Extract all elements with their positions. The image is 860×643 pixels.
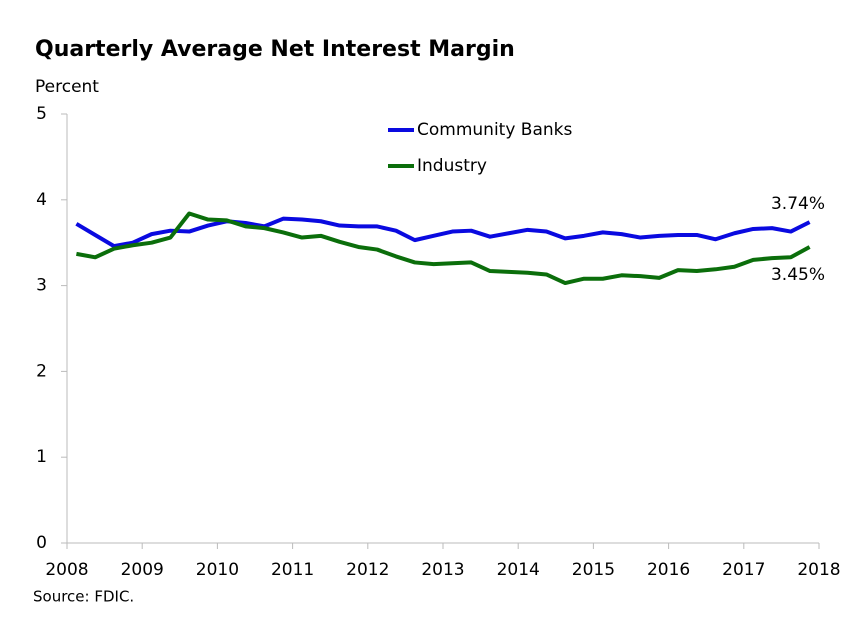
source-note: Source: FDIC. xyxy=(33,588,134,606)
x-tick-label: 2014 xyxy=(497,560,540,580)
x-tick-label: 2016 xyxy=(647,560,690,580)
value-label: 3.45% xyxy=(771,265,825,285)
value-label: 3.74% xyxy=(771,194,825,214)
chart-title: Quarterly Average Net Interest Margin xyxy=(35,37,515,62)
y-axis-label: Percent xyxy=(35,77,99,97)
x-tick-label: 2009 xyxy=(121,560,164,580)
y-tick-label: 4 xyxy=(36,190,47,210)
y-tick-label: 5 xyxy=(36,104,47,124)
x-tick-label: 2008 xyxy=(45,560,88,580)
x-tick-label: 2015 xyxy=(572,560,615,580)
x-tick-label: 2011 xyxy=(271,560,314,580)
series-line xyxy=(76,211,811,286)
x-tick-label: 2010 xyxy=(196,560,239,580)
y-tick-label: 3 xyxy=(36,276,47,296)
y-tick-label: 0 xyxy=(36,533,47,553)
x-tick-label: 2012 xyxy=(346,560,389,580)
x-tick-label: 2017 xyxy=(722,560,765,580)
legend-label: Community Banks xyxy=(417,120,572,140)
y-tick-label: 2 xyxy=(36,361,47,381)
y-tick-label: 1 xyxy=(36,447,47,467)
legend-label: Industry xyxy=(417,156,487,176)
x-tick-label: 2018 xyxy=(797,560,840,580)
series-line xyxy=(75,216,811,249)
x-tick-label: 2013 xyxy=(421,560,464,580)
